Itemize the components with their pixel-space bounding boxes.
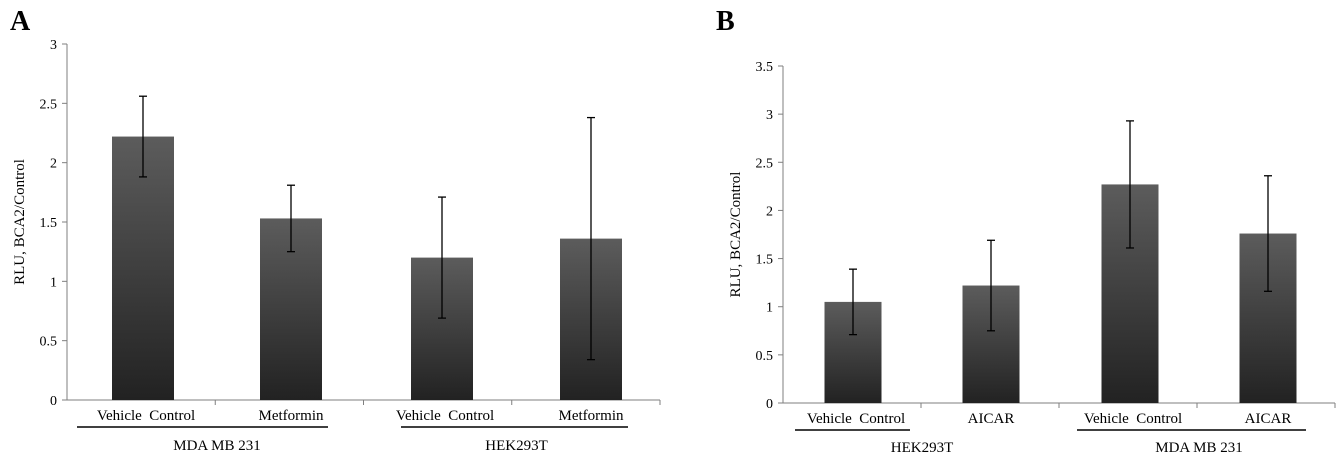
y-tick-label-a: 0 [50, 394, 57, 409]
category-label-b: AICAR [968, 411, 1015, 427]
bar-a [112, 136, 174, 400]
category-label-a: Vehicle Control [97, 408, 195, 424]
panel-a-letter: A [10, 6, 31, 37]
y-tick-label-b: 1.5 [756, 253, 774, 268]
y-tick-label-a: 1.5 [40, 216, 58, 231]
y-tick-label-a: 2 [50, 157, 57, 172]
panel-b-letter: B [716, 6, 735, 37]
y-tick-label-a: 3 [50, 38, 57, 53]
y-axis-title-b: RLU, BCA2/Control [728, 172, 744, 298]
category-label-a: Metformin [259, 408, 324, 424]
y-tick-label-b: 1 [766, 301, 773, 316]
y-tick-label-b: 3.5 [756, 60, 774, 75]
category-label-a: Vehicle Control [396, 408, 494, 424]
y-tick-label-b: 0 [766, 397, 773, 412]
y-tick-label-b: 2.5 [756, 156, 774, 171]
group-label-a: MDA MB 231 [173, 438, 261, 454]
y-tick-label-a: 0.5 [40, 335, 58, 350]
category-label-a: Metformin [559, 408, 624, 424]
group-label-a: HEK293T [485, 438, 548, 454]
group-label-b: HEK293T [891, 440, 954, 456]
category-label-b: AICAR [1245, 411, 1292, 427]
group-label-b: MDA MB 231 [1155, 440, 1243, 456]
y-tick-label-a: 2.5 [40, 97, 58, 112]
y-tick-label-b: 3 [766, 108, 773, 123]
chart-panel-a: 0 0.5 1 1.5 2 2.5 3 Vehicle Control Metformin Veh… [12, 38, 661, 454]
category-label-b: Vehicle Control [1084, 411, 1182, 427]
y-axis-title-a: RLU, BCA2/Control [12, 159, 28, 285]
y-tick-label-a: 1 [50, 275, 57, 290]
chart-panel-b: 0 0.5 1 1.5 2 2.5 3 3.5 Vehicle Control AICAR Vehi… [728, 60, 1336, 456]
y-tick-label-b: 0.5 [756, 349, 774, 364]
y-tick-label-b: 2 [766, 204, 773, 219]
category-label-b: Vehicle Control [807, 411, 905, 427]
